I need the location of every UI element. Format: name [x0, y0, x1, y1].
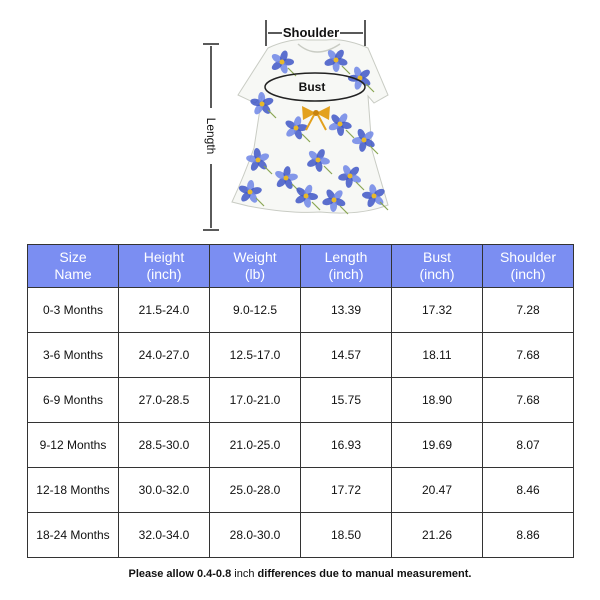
table-row: 12-18 Months 30.0-32.0 25.0-28.0 17.72 2…	[27, 467, 574, 513]
flower-pattern	[238, 49, 389, 215]
cell-size: 3-6 Months	[27, 332, 119, 378]
table-row: 18-24 Months 32.0-34.0 28.0-30.0 18.50 2…	[27, 512, 574, 558]
flower-icon	[250, 92, 277, 119]
cell-length: 18.50	[300, 512, 392, 558]
cell-size: 9-12 Months	[27, 422, 119, 468]
cell-bust: 18.11	[391, 332, 483, 378]
flower-icon	[324, 49, 351, 75]
flower-icon	[328, 113, 355, 139]
cell-bust: 18.90	[391, 377, 483, 423]
flower-icon	[285, 116, 311, 143]
cell-length: 15.75	[300, 377, 392, 423]
cell-height: 24.0-27.0	[118, 332, 210, 378]
bust-label: Bust	[299, 80, 326, 94]
cell-bust: 20.47	[391, 467, 483, 513]
flower-icon	[295, 184, 321, 211]
cell-length: 14.57	[300, 332, 392, 378]
cell-height: 30.0-32.0	[118, 467, 210, 513]
header-length: Length (inch)	[300, 244, 392, 288]
cell-weight: 12.5-17.0	[209, 332, 301, 378]
cell-size: 6-9 Months	[27, 377, 119, 423]
flower-icon	[238, 180, 265, 207]
cell-size: 18-24 Months	[27, 512, 119, 558]
flower-icon	[271, 50, 297, 77]
measurement-note: Please allow 0.4-0.8 inch differences du…	[0, 568, 600, 580]
cell-weight: 9.0-12.5	[209, 287, 301, 333]
cell-bust: 21.26	[391, 512, 483, 558]
flower-icon	[275, 166, 301, 193]
header-weight: Weight (lb)	[209, 244, 301, 288]
header-height: Height (inch)	[118, 244, 210, 288]
flower-icon	[307, 149, 333, 175]
header-bust: Bust (inch)	[391, 244, 483, 288]
flower-icon	[246, 148, 273, 175]
cell-shoulder: 8.46	[482, 467, 574, 513]
table-row: 3-6 Months 24.0-27.0 12.5-17.0 14.57 18.…	[27, 332, 574, 378]
bust-measure: Bust	[264, 72, 366, 102]
cell-height: 21.5-24.0	[118, 287, 210, 333]
size-chart-table: Size Name Height (inch) Weight (lb) Length(…	[27, 244, 574, 558]
cell-size: 12-18 Months	[27, 467, 119, 513]
cell-height: 27.0-28.5	[118, 377, 210, 423]
table-row: 6-9 Months 27.0-28.5 17.0-21.0 15.75 18.…	[27, 377, 574, 423]
dress-diagram-svg: Shoulder Bust Length	[203, 20, 389, 231]
shoulder-measure: Shoulder	[265, 20, 366, 46]
cell-weight: 21.0-25.0	[209, 422, 301, 468]
cell-shoulder: 7.68	[482, 377, 574, 423]
table-header-row: Size Name Height (inch) Weight (lb) Length(…	[27, 244, 574, 288]
cell-length: 13.39	[300, 287, 392, 333]
cell-height: 32.0-34.0	[118, 512, 210, 558]
table-row: 9-12 Months 28.5-30.0 21.0-25.0 16.93 19…	[27, 422, 574, 468]
cell-length: 17.72	[300, 467, 392, 513]
header-size-name: Size Name	[27, 244, 119, 288]
flower-icon	[322, 189, 349, 215]
bow-icon	[302, 106, 330, 131]
flower-icon	[362, 184, 389, 211]
cell-bust: 19.69	[391, 422, 483, 468]
table-row: 0-3 Months 21.5-24.0 9.0-12.5 13.39 17.3…	[27, 287, 574, 333]
cell-shoulder: 8.07	[482, 422, 574, 468]
cell-weight: 17.0-21.0	[209, 377, 301, 423]
note-unit: inch	[231, 568, 255, 580]
note-text-start: Please allow 0.4-0.8	[128, 568, 232, 580]
cell-shoulder: 8.86	[482, 512, 574, 558]
flower-icon	[338, 165, 365, 191]
dress-image	[231, 39, 389, 215]
cell-length: 16.93	[300, 422, 392, 468]
cell-shoulder: 7.28	[482, 287, 574, 333]
measurement-diagram: Shoulder Bust Length	[0, 0, 600, 240]
length-measure: Length	[203, 43, 219, 231]
dress-collar	[297, 43, 341, 53]
cell-size: 0-3 Months	[27, 287, 119, 333]
cell-shoulder: 7.68	[482, 332, 574, 378]
cell-bust: 17.32	[391, 287, 483, 333]
cell-height: 28.5-30.0	[118, 422, 210, 468]
shoulder-label: Shoulder	[283, 25, 339, 40]
cell-weight: 28.0-30.0	[209, 512, 301, 558]
note-text-end: differences due to manual measurement.	[254, 568, 472, 580]
flower-icon	[352, 128, 379, 155]
cell-weight: 25.0-28.0	[209, 467, 301, 513]
header-shoulder: Shoulder (inch)	[482, 244, 574, 288]
length-label: Length	[204, 118, 218, 155]
